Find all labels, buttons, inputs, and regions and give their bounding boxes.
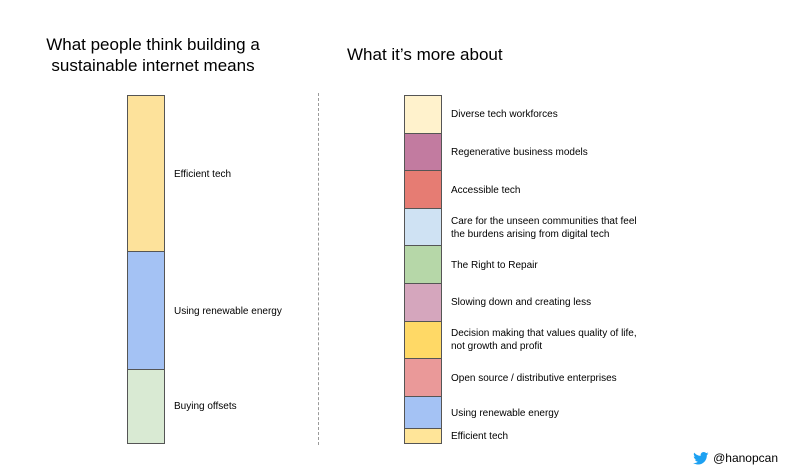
left-segment-3: [128, 370, 164, 443]
right-segment-10: [405, 429, 441, 443]
left-segment-label-1: Efficient tech: [174, 168, 232, 180]
right-segment-label-8: Open source / distributive enterprises: [451, 372, 617, 384]
left-segment-1: [128, 96, 164, 253]
right-segment-9: [405, 396, 441, 430]
right-segment-label-5: The Right to Repair: [451, 259, 538, 271]
right-heading: What it’s more about: [347, 45, 503, 64]
right-segment-label-6: Slowing down and creating less: [451, 297, 592, 309]
right-stacked-bar: [404, 95, 442, 444]
right-segment-6: [405, 284, 441, 322]
left-stacked-bar: [127, 95, 165, 444]
right-segment-label-1: Diverse tech workforces: [451, 109, 558, 121]
right-segment-5: [405, 246, 441, 285]
right-segment-8: [405, 359, 441, 397]
right-segment-2: [405, 133, 441, 172]
twitter-handle: @hanopcan: [693, 451, 778, 465]
right-segment-label-3: Accessible tech: [451, 184, 521, 196]
right-segment-label-9: Using renewable energy: [451, 407, 559, 419]
left-segment-label-2: Using renewable energy: [174, 305, 282, 317]
right-segment-3: [405, 171, 441, 209]
left-segment-2: [128, 252, 164, 371]
right-segment-4: [405, 208, 441, 247]
right-segment-1: [405, 96, 441, 134]
twitter-bird-icon: [693, 451, 709, 464]
dashed-divider: [318, 93, 319, 445]
right-segment-label-4: Care for the unseen communities that fee…: [451, 215, 637, 240]
left-segment-label-3: Buying offsets: [174, 401, 237, 413]
left-heading: What people think building a sustainable…: [46, 35, 260, 75]
handle-text: @hanopcan: [713, 451, 778, 465]
right-segment-label-2: Regenerative business models: [451, 146, 588, 158]
right-segment-7: [405, 321, 441, 360]
right-segment-label-10: Efficient tech: [451, 430, 509, 442]
right-segment-label-7: Decision making that values quality of l…: [451, 328, 637, 353]
